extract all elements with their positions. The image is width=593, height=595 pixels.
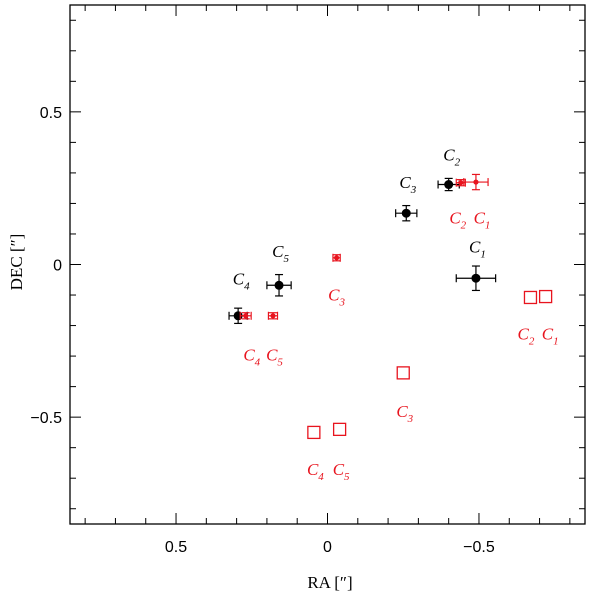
component-letter: C — [474, 208, 486, 227]
y-tick-label: −0.5 — [30, 410, 62, 427]
red-point-with-errorbars — [463, 173, 489, 191]
component-label: C1 — [469, 237, 486, 260]
red-point-with-errorbars — [455, 178, 466, 187]
component-letter: C — [328, 286, 340, 305]
red-cross-marker — [473, 179, 479, 185]
component-label: C1 — [474, 208, 491, 231]
x-tick-label: 0 — [323, 539, 332, 556]
component-label: C4 — [307, 460, 324, 483]
black-point-with-errorbars — [266, 273, 292, 297]
component-subscript: 2 — [455, 157, 461, 169]
filled-circle-marker — [274, 280, 284, 290]
filled-circle-marker — [471, 273, 481, 283]
black-point-with-errorbars — [395, 204, 418, 222]
component-subscript: 1 — [480, 248, 486, 260]
component-letter: C — [266, 346, 278, 365]
axis-ticks: 0.5 0 −0.5 0.5 0 −0.5 — [30, 5, 585, 556]
component-subscript: 3 — [339, 297, 346, 309]
y-axis-label: DEC [″] — [7, 234, 26, 291]
component-letter: C — [233, 269, 245, 288]
open-square-marker — [332, 422, 347, 437]
red-cross-marker — [270, 313, 276, 319]
component-subscript: 2 — [461, 219, 467, 231]
component-subscript: 1 — [485, 219, 491, 231]
plot-border — [69, 4, 586, 525]
component-letter: C — [449, 208, 461, 227]
open-square-marker — [523, 290, 538, 305]
component-letter: C — [396, 402, 408, 421]
component-label: C5 — [266, 346, 283, 369]
plot-frame — [69, 4, 586, 525]
component-letter: C — [542, 324, 554, 343]
component-letter: C — [307, 460, 319, 479]
component-label: C4 — [233, 269, 250, 292]
component-subscript: 5 — [277, 357, 283, 369]
component-subscript: 4 — [318, 471, 324, 483]
open-square-marker — [538, 289, 553, 304]
component-label: C2 — [443, 146, 460, 169]
component-label: C3 — [328, 286, 345, 309]
component-label: C3 — [399, 173, 416, 196]
component-subscript: 3 — [407, 413, 414, 425]
x-tick-label: 0.5 — [165, 539, 187, 556]
y-tick-label: 0.5 — [40, 105, 62, 122]
component-label: C5 — [272, 242, 289, 265]
component-letter: C — [399, 173, 411, 192]
x-tick-label: −0.5 — [463, 539, 495, 556]
open-square-marker — [307, 425, 321, 440]
component-letter: C — [272, 242, 284, 261]
component-subscript: 4 — [255, 357, 261, 369]
red-point-with-errorbars — [332, 253, 341, 262]
component-letter: C — [333, 460, 345, 479]
component-subscript: 5 — [283, 253, 289, 265]
component-subscript: 1 — [553, 335, 559, 347]
red-cross-marker — [243, 313, 249, 319]
red-point-with-errorbars — [267, 311, 279, 320]
component-label: C2 — [449, 208, 466, 231]
red-cross-marker — [458, 180, 464, 186]
black-point-with-errorbars — [455, 265, 497, 292]
component-letter: C — [443, 146, 455, 165]
component-label: C2 — [518, 324, 535, 347]
data-markers — [228, 173, 553, 440]
filled-circle-marker — [444, 180, 454, 190]
component-letter: C — [518, 324, 530, 343]
component-label: C1 — [542, 324, 559, 347]
component-subscript: 3 — [410, 184, 417, 196]
red-cross-marker — [333, 255, 340, 261]
component-label: C5 — [333, 460, 350, 483]
y-tick-label: 0 — [53, 258, 62, 275]
component-label: C4 — [243, 346, 260, 369]
component-subscript: 4 — [244, 280, 250, 292]
filled-circle-marker — [401, 208, 411, 218]
component-subscript: 2 — [529, 335, 535, 347]
component-letter: C — [469, 237, 481, 256]
component-letter: C — [243, 346, 255, 365]
component-subscript: 5 — [344, 471, 350, 483]
x-axis-label: RA [″] — [307, 573, 352, 592]
open-square-marker — [396, 366, 410, 380]
red-point-with-errorbars — [239, 311, 252, 320]
component-label: C3 — [396, 402, 413, 425]
